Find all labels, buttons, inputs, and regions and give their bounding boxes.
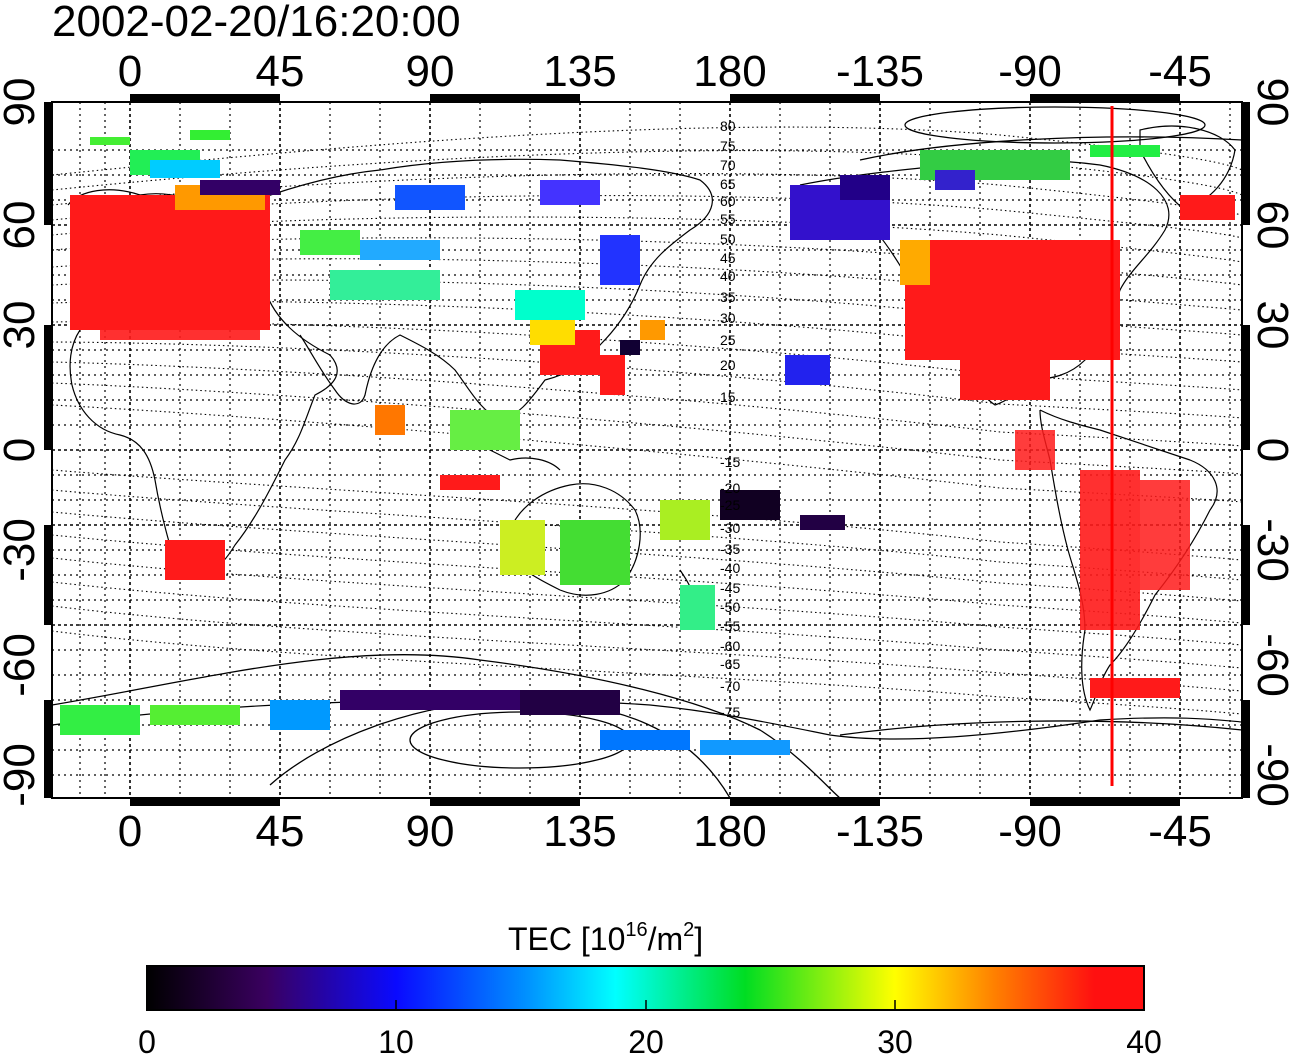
lon-tick-top: 90 [406, 47, 455, 96]
colorbar: TEC [1016/m2] 0 10 20 30 40 [138, 919, 1162, 1057]
lon-axis-top: 0 45 90 135 180 -135 -90 -45 [118, 47, 1212, 96]
lon-tick-top: 135 [543, 47, 616, 96]
lat-tick-right: -90 [1248, 743, 1292, 807]
frame-ticks [44, 94, 1250, 806]
lat-axis-right: 90 60 30 0 -30 -60 -90 [1248, 78, 1292, 807]
contour-label: -75 [720, 704, 740, 720]
tec-patches-low [150, 160, 975, 755]
lon-tick-bottom: -90 [998, 807, 1062, 856]
contour-label: 75 [720, 138, 736, 154]
tec-patches-high [70, 195, 1235, 698]
contour-label: 30 [720, 310, 736, 326]
colorbar-title: TEC [1016/m2] [508, 919, 703, 957]
contour-label: 60 [720, 193, 736, 209]
colorbar-tick-label: 40 [1126, 1024, 1162, 1057]
lon-tick-top: 180 [693, 47, 766, 96]
contour-label: -35 [720, 541, 740, 557]
contour-label: 20 [720, 357, 736, 373]
contour-label: 40 [720, 268, 736, 284]
lon-tick-bottom: 45 [256, 807, 305, 856]
contour-label: 80 [720, 118, 736, 134]
lon-tick-bottom: 0 [118, 807, 142, 856]
lat-tick-right: 0 [1248, 438, 1292, 462]
colorbar-tick-label: 0 [138, 1024, 156, 1057]
lon-tick-bottom: 90 [406, 807, 455, 856]
contour-label: 45 [720, 250, 736, 266]
contour-label: 70 [720, 157, 736, 173]
lat-tick-left: -60 [0, 633, 44, 697]
lat-tick-left: -30 [0, 518, 44, 582]
colorbar-tick-label: 10 [378, 1024, 414, 1057]
lon-tick-top: -135 [836, 47, 924, 96]
colorbar-tick-label: 30 [877, 1024, 913, 1057]
contour-label: -40 [720, 560, 740, 576]
lat-tick-right: 30 [1248, 301, 1292, 350]
lat-axis-left: 90 60 30 0 -30 -60 -90 [0, 78, 44, 807]
contour-label: 35 [720, 289, 736, 305]
lon-tick-bottom: -135 [836, 807, 924, 856]
map-title: 2002-02-20/16:20:00 [52, 0, 461, 46]
colorbar-tick-label: 20 [628, 1024, 664, 1057]
contour-label: 50 [720, 231, 736, 247]
contour-label: -65 [720, 656, 740, 672]
colorbar-gradient [146, 965, 1145, 1011]
contour-label: 15 [720, 389, 736, 405]
lon-tick-top: 45 [256, 47, 305, 96]
contour-label: -25 [720, 497, 740, 513]
contour-label: 25 [720, 332, 736, 348]
lon-tick-top: 0 [118, 47, 142, 96]
lon-tick-top: -45 [1148, 47, 1212, 96]
lat-tick-right: 90 [1248, 78, 1292, 127]
contour-label: 65 [720, 176, 736, 192]
contour-label: -60 [720, 638, 740, 654]
lat-tick-right: 60 [1248, 201, 1292, 250]
lat-tick-left: 30 [0, 301, 44, 350]
contour-label: -15 [720, 454, 740, 470]
contour-label: -20 [720, 480, 740, 496]
lat-tick-right: -60 [1248, 633, 1292, 697]
lon-tick-bottom: -45 [1148, 807, 1212, 856]
contour-label: -70 [720, 678, 740, 694]
lat-tick-left: 60 [0, 201, 44, 250]
lon-tick-top: -90 [998, 47, 1062, 96]
lon-tick-bottom: 180 [693, 807, 766, 856]
lat-tick-left: 0 [0, 438, 44, 462]
lat-tick-left: 90 [0, 78, 44, 127]
contour-label: -30 [720, 520, 740, 536]
lat-tick-left: -90 [0, 743, 44, 807]
colorbar-ticks [395, 1000, 896, 1010]
lon-axis-bottom: 0 45 90 135 180 -135 -90 -45 [118, 807, 1212, 856]
contour-label: -50 [720, 599, 740, 615]
lon-tick-bottom: 135 [543, 807, 616, 856]
contour-label: 55 [720, 211, 736, 227]
contour-label: -55 [720, 618, 740, 634]
contour-label: -45 [720, 580, 740, 596]
lat-tick-right: -30 [1248, 518, 1292, 582]
